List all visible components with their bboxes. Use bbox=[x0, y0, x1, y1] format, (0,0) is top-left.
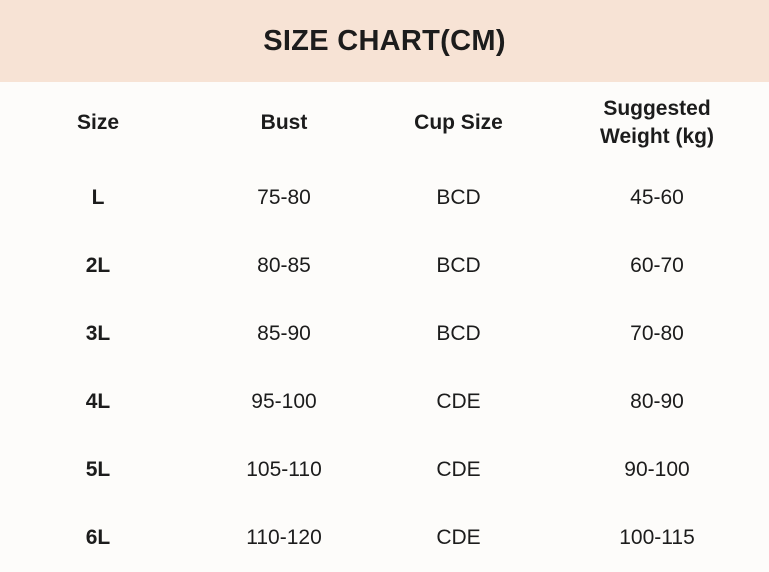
cell-weight: 90-100 bbox=[624, 458, 690, 482]
cell-size: 6L bbox=[85, 526, 111, 550]
column-header-bust-label: Bust bbox=[260, 111, 308, 135]
cell-size: 2L bbox=[85, 254, 111, 278]
column-header-suggested-weight: Suggested Weight (kg) bbox=[545, 82, 769, 164]
cell-cup: CDE bbox=[436, 526, 481, 550]
cell-cup: CDE bbox=[436, 390, 481, 414]
page-title: SIZE CHART(CM) bbox=[263, 24, 506, 57]
table-body: L 75-80 BCD 45-60 2L 80-85 BCD 60-70 3L … bbox=[0, 164, 769, 572]
cell-weight: 60-70 bbox=[630, 254, 684, 278]
cell-bust: 85-90 bbox=[257, 322, 311, 346]
cell-size: 5L bbox=[85, 458, 111, 482]
cell-size: 3L bbox=[85, 322, 111, 346]
table-row: 6L 110-120 CDE 100-115 bbox=[0, 504, 769, 572]
column-header-suggested-weight-label-line1: Suggested bbox=[603, 97, 711, 121]
column-header-size-label: Size bbox=[76, 111, 120, 135]
column-header-bust: Bust bbox=[196, 82, 372, 164]
table-row: 5L 105-110 CDE 90-100 bbox=[0, 436, 769, 504]
column-header-cup-size: Cup Size bbox=[372, 82, 545, 164]
table-row: 2L 80-85 BCD 60-70 bbox=[0, 232, 769, 300]
column-header-cup-size-label: Cup Size bbox=[414, 111, 503, 135]
cell-cup: BCD bbox=[436, 322, 481, 346]
cell-weight: 100-115 bbox=[619, 526, 695, 550]
cell-bust: 110-120 bbox=[246, 526, 322, 550]
table-row: L 75-80 BCD 45-60 bbox=[0, 164, 769, 232]
cell-bust: 105-110 bbox=[246, 458, 322, 482]
cell-bust: 95-100 bbox=[251, 390, 317, 414]
table-row: 4L 95-100 CDE 80-90 bbox=[0, 368, 769, 436]
cell-cup: BCD bbox=[436, 254, 481, 278]
cell-bust: 80-85 bbox=[257, 254, 311, 278]
size-chart-table: Size Bust Cup Size Suggested Weight (kg)… bbox=[0, 82, 769, 572]
cell-bust: 75-80 bbox=[257, 186, 311, 210]
table-row: 3L 85-90 BCD 70-80 bbox=[0, 300, 769, 368]
table-header: Size Bust Cup Size Suggested Weight (kg) bbox=[0, 82, 769, 164]
cell-cup: CDE bbox=[436, 458, 481, 482]
cell-cup: BCD bbox=[436, 186, 481, 210]
cell-size: L bbox=[91, 186, 105, 210]
chart-title-band: SIZE CHART(CM) bbox=[0, 0, 769, 82]
table-header-row: Size Bust Cup Size Suggested Weight (kg) bbox=[0, 82, 769, 164]
cell-weight: 70-80 bbox=[630, 322, 684, 346]
column-header-size: Size bbox=[0, 82, 196, 164]
cell-weight: 45-60 bbox=[630, 186, 684, 210]
cell-weight: 80-90 bbox=[630, 390, 684, 414]
column-header-suggested-weight-label-line2: Weight (kg) bbox=[600, 125, 714, 148]
cell-size: 4L bbox=[85, 390, 111, 414]
